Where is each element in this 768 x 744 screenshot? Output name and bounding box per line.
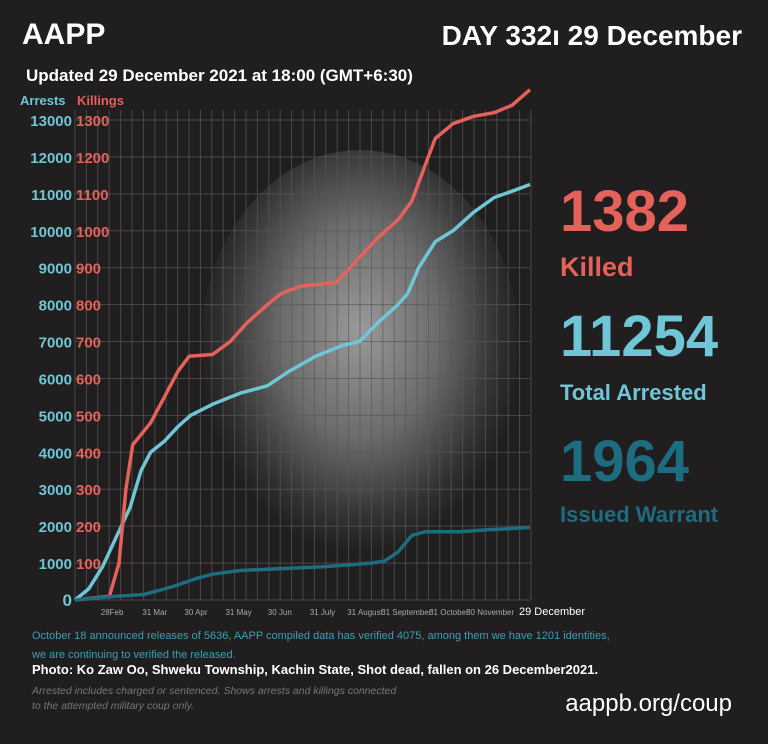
arrests-tick-label: 13000 <box>30 113 72 130</box>
x-tick-label: 29 December <box>519 606 585 618</box>
arrests-tick-label: 0 <box>63 591 72 610</box>
killings-tick-label: 1200 <box>76 150 109 167</box>
disclaimer-line1: Arrested includes charged or sentenced. … <box>32 685 397 697</box>
killings-tick-label: 100 <box>76 556 101 573</box>
killings-tick-label: 800 <box>76 298 101 315</box>
killings-tick-label: 200 <box>76 519 101 536</box>
arrests-tick-label: 10000 <box>30 224 72 241</box>
series-line-arrests <box>73 182 531 602</box>
x-tick-label: 30 Apr <box>184 608 207 617</box>
logo: AAPP <box>22 18 106 51</box>
killed-label: Killed <box>560 252 634 282</box>
arrests-tick-label: 7000 <box>39 335 72 352</box>
arrests-tick-label: 9000 <box>39 261 72 278</box>
arrests-tick-label: 12000 <box>30 150 72 167</box>
arrests-tick-label: 2000 <box>39 519 72 536</box>
killings-tick-label: 600 <box>76 371 101 388</box>
arrests-tick-label: 11000 <box>31 187 72 204</box>
x-tick-label: 31 August <box>347 608 383 617</box>
arrested-count: 11254 <box>560 304 719 369</box>
disclaimer-line2: to the attempted military coup only. <box>32 700 195 712</box>
website-link[interactable]: aappb.org/coup <box>565 690 732 717</box>
killings-tick-label: 300 <box>76 482 101 499</box>
x-tick-label: 31 October <box>429 608 469 617</box>
series-line-issued-warrant <box>74 525 531 602</box>
arrests-tick-label: 3000 <box>39 482 72 499</box>
killings-tick-label: 1000 <box>76 224 109 241</box>
series-line-killings <box>74 88 532 602</box>
release-note: October 18 announced releases of 5636, A… <box>32 627 610 665</box>
x-tick-label: 31 July <box>310 608 335 617</box>
warrant-count: 1964 <box>560 429 690 494</box>
killings-tick-label: 400 <box>76 445 101 462</box>
killings-tick-label: 1100 <box>76 187 109 204</box>
x-tick-label: 28Feb <box>101 608 124 617</box>
release-note-line2: we are continuing to verified the releas… <box>32 649 236 661</box>
killings-tick-label: 900 <box>76 261 101 278</box>
arrests-tick-label: 6000 <box>39 371 72 388</box>
killed-count: 1382 <box>560 179 690 244</box>
killings-tick-label: 700 <box>76 335 101 352</box>
killings-tick-label: 1300 <box>76 113 109 130</box>
arrests-tick-label: 8000 <box>39 298 72 315</box>
x-tick-label: 30 November <box>466 608 514 617</box>
warrant-label: Issued Warrant <box>560 502 719 527</box>
arrests-axis-label: Arrests <box>20 93 66 108</box>
x-tick-label: 31 May <box>225 608 251 617</box>
x-tick-label: 31 Mar <box>142 608 167 617</box>
arrests-tick-label: 4000 <box>39 445 72 462</box>
arrested-label: Total Arrested <box>560 380 707 405</box>
arrests-tick-label: 5000 <box>39 408 72 425</box>
photo-caption: Photo: Ko Zaw Oo, Shweku Township, Kachi… <box>32 662 599 677</box>
day-counter: DAY 332ı 29 December <box>441 20 742 51</box>
x-tick-label: 30 Jun <box>268 608 292 617</box>
disclaimer: Arrested includes charged or sentenced. … <box>32 684 396 714</box>
updated-timestamp: Updated 29 December 2021 at 18:00 (GMT+6… <box>26 66 413 85</box>
killings-tick-label: 500 <box>76 408 101 425</box>
arrests-tick-label: 1000 <box>39 556 72 573</box>
x-tick-label: 31 September <box>381 608 432 617</box>
killings-axis-label: Killings <box>77 93 124 108</box>
release-note-line1: October 18 announced releases of 5636, A… <box>32 630 610 642</box>
